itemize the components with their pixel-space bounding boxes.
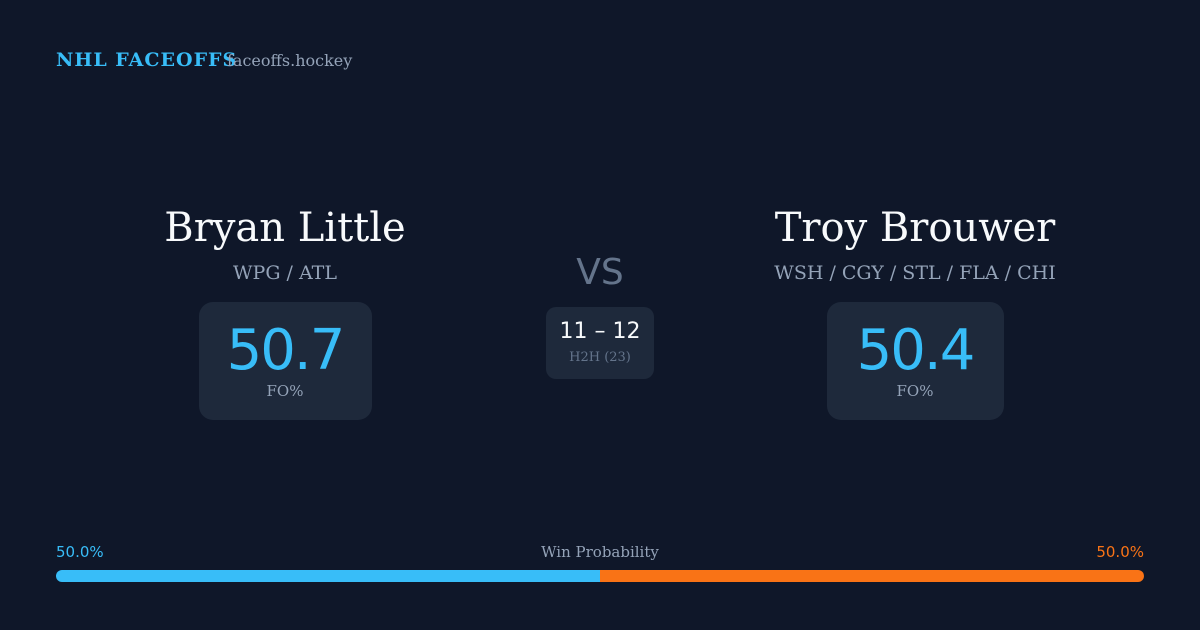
player-name: Bryan Little <box>164 205 406 251</box>
vs-label: VS <box>576 252 624 293</box>
right-probability: 50.0% <box>1096 543 1144 561</box>
player-name: Troy Brouwer <box>774 205 1056 251</box>
stat-box <box>827 302 1004 420</box>
stat-value: 50.7 <box>226 318 346 383</box>
site-url: faceoffs.hockey <box>227 51 353 70</box>
player-teams: WPG / ATL <box>233 262 337 284</box>
h2h-label: H2H (23) <box>569 350 631 365</box>
stat-box <box>199 302 372 420</box>
stat-label: FO% <box>266 382 304 400</box>
stat-value: 50.4 <box>856 318 976 383</box>
player-teams: WSH / CGY / STL / FLA / CHI <box>774 262 1056 284</box>
h2h-score: 11 – 12 <box>559 319 641 344</box>
stat-label: FO% <box>896 382 934 400</box>
probability-segment <box>56 570 600 582</box>
probability-segment <box>600 570 1144 582</box>
brand: NHL FACEOFFS <box>56 49 238 71</box>
probability-bar <box>56 570 1144 582</box>
h2h-box <box>546 307 654 379</box>
probability-title: Win Probability <box>541 543 659 561</box>
left-probability: 50.0% <box>56 543 104 561</box>
